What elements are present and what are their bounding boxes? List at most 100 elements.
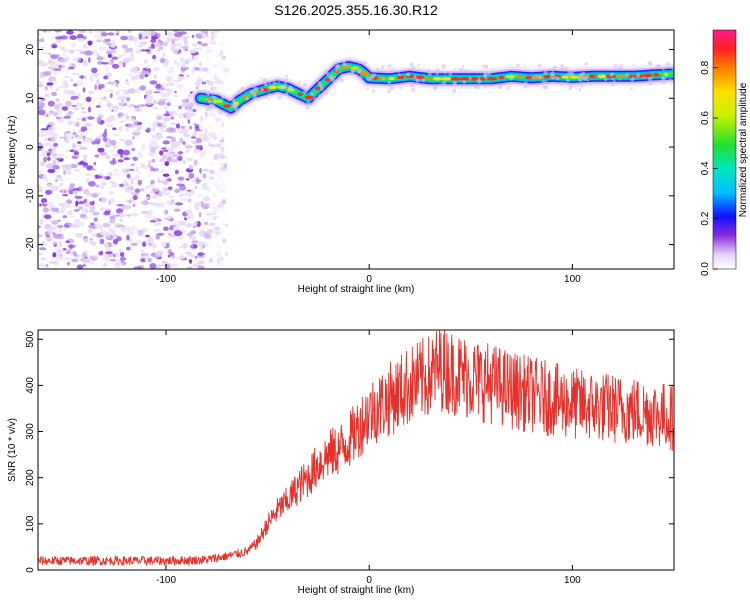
noise-blob (178, 75, 185, 81)
noise-blob (43, 30, 47, 33)
y-tick-label: 10 (25, 92, 36, 104)
noise-blob (161, 179, 169, 185)
noise-blob (191, 240, 199, 244)
noise-blob (106, 102, 113, 107)
ridge-speckle (306, 101, 311, 106)
noise-blob (89, 201, 95, 206)
noise-blob (202, 186, 209, 191)
noise-blob (191, 236, 197, 241)
ridge-speckle (335, 64, 340, 69)
ridge-speckle (578, 88, 582, 92)
noise-blob (185, 216, 188, 219)
noise-blob (51, 207, 60, 212)
noise-blob (80, 257, 85, 260)
ridge-speckle (484, 76, 487, 80)
noise-blob (68, 189, 74, 195)
ridge-speckle (421, 78, 425, 83)
noise-blob (155, 83, 162, 89)
noise-blob (201, 81, 207, 85)
x-tick-label: 0 (366, 575, 372, 586)
ridge-speckle (207, 93, 210, 97)
ridge-hotspot (297, 92, 303, 97)
noise-blob (151, 243, 156, 248)
noise-blob (198, 62, 202, 66)
noise-blob (157, 176, 161, 182)
noise-blob (126, 226, 130, 230)
ridge-speckle (512, 67, 515, 70)
noise-blob (108, 227, 113, 232)
noise-blob (77, 118, 82, 121)
x-tick-label: 100 (564, 274, 581, 285)
ridge-speckle (384, 69, 388, 73)
noise-blob (75, 200, 79, 207)
ridge-speckle (560, 66, 565, 72)
ridge-speckle (591, 83, 593, 86)
noise-blob (55, 175, 59, 181)
ridge-speckle (340, 78, 345, 83)
noise-blob (215, 143, 221, 148)
noise-blob (99, 34, 103, 41)
noise-blob (101, 182, 107, 186)
noise-blob (117, 101, 125, 106)
noise-blob (194, 206, 200, 211)
noise-blob (162, 64, 170, 68)
noise-blob (72, 132, 77, 135)
noise-blob (156, 33, 161, 38)
noise-blob (131, 213, 139, 217)
noise-blob (38, 32, 41, 36)
ridge-speckle (466, 87, 468, 89)
ridge-speckle (305, 106, 310, 110)
noise-blob (47, 225, 57, 232)
noise-blob (145, 100, 153, 106)
noise-blob (132, 194, 138, 201)
noise-blob (218, 83, 227, 89)
noise-blob (217, 175, 225, 180)
noise-blob (181, 99, 190, 103)
noise-blob (194, 201, 203, 206)
noise-blob (153, 221, 162, 226)
noise-blob (168, 99, 173, 102)
ridge-hotspot (569, 75, 580, 79)
noise-blob (138, 71, 143, 75)
noise-blob (126, 57, 131, 63)
ridge-speckle (214, 101, 217, 105)
noise-blob (152, 33, 156, 36)
noise-blob (179, 185, 187, 191)
noise-blob (40, 102, 46, 107)
noise-blob (161, 95, 166, 98)
noise-blob (118, 125, 123, 132)
noise-blob (124, 139, 133, 146)
noise-blob (208, 144, 217, 147)
ridge-speckle (625, 73, 630, 78)
noise-blob (38, 225, 42, 228)
ridge-speckle (452, 83, 456, 87)
noise-blob (40, 134, 48, 137)
noise-blob (153, 67, 160, 72)
noise-blob (205, 79, 210, 83)
noise-blob (100, 185, 105, 190)
noise-blob (99, 238, 105, 245)
noise-blob (223, 67, 230, 73)
noise-blob (126, 234, 130, 241)
noise-blob (208, 222, 216, 226)
noise-blob (45, 234, 51, 238)
noise-blob (76, 149, 80, 152)
ridge-speckle (205, 98, 208, 101)
noise-blob (125, 97, 131, 102)
noise-blob (219, 50, 224, 56)
ridge-speckle (582, 77, 584, 80)
noise-blob (82, 154, 88, 159)
noise-blob (197, 265, 205, 269)
noise-blob (167, 233, 172, 236)
noise-blob (173, 230, 183, 237)
ridge-speckle (283, 77, 289, 83)
noise-blob (163, 209, 169, 216)
noise-blob (214, 73, 218, 78)
noise-blob (77, 57, 81, 62)
noise-blob (215, 262, 220, 269)
noise-blob (208, 132, 217, 138)
noise-blob (191, 263, 201, 268)
noise-blob (122, 62, 126, 68)
noise-blob (52, 79, 57, 85)
